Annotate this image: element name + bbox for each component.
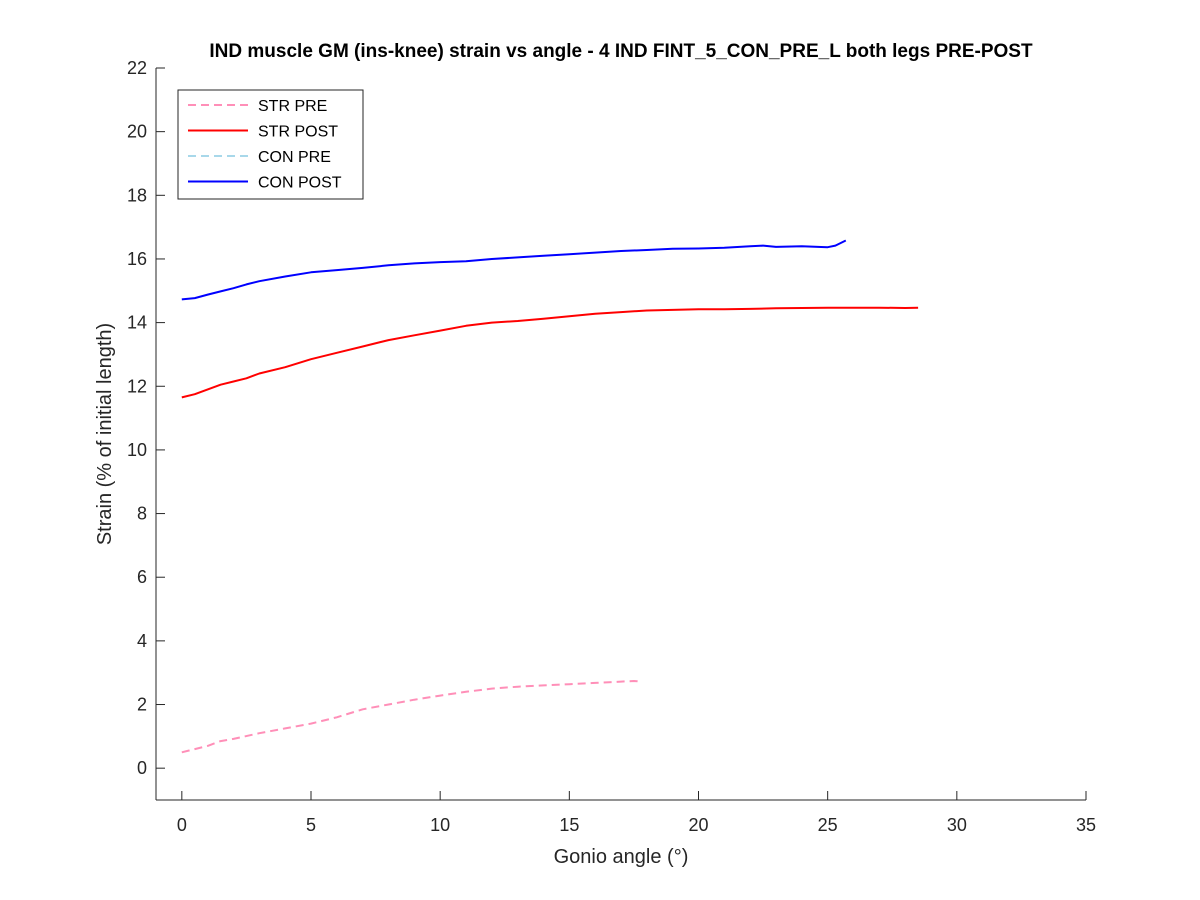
- y-tick-label: 10: [127, 440, 147, 460]
- x-tick-label: 30: [947, 815, 967, 835]
- legend-entry: CON PRE: [258, 149, 331, 166]
- legend-entry: STR PRE: [258, 98, 327, 115]
- y-tick-label: 18: [127, 185, 147, 205]
- x-tick-label: 15: [559, 815, 579, 835]
- y-tick-label: 20: [127, 122, 147, 142]
- y-tick-label: 0: [137, 758, 147, 778]
- x-tick-label: 25: [818, 815, 838, 835]
- series-line-con-post: [181, 239, 847, 301]
- x-axis-label: Gonio angle (°): [554, 846, 689, 868]
- x-tick-label: 35: [1076, 815, 1096, 835]
- legend: STR PRE STR POST CON PRE CON POST: [177, 89, 364, 200]
- x-tick-label: 10: [430, 815, 450, 835]
- x-tick-label: 5: [306, 815, 316, 835]
- y-tick-label: 8: [137, 504, 147, 524]
- y-tick-label: 14: [127, 313, 147, 333]
- x-tick-label: 20: [688, 815, 708, 835]
- y-tick-label: 6: [137, 567, 147, 587]
- series-line-str-pre: [181, 680, 642, 754]
- series-layer: [181, 239, 919, 754]
- y-axis-ticks: 0 2 4 6 8 10 12 14 16 18 20 22: [127, 58, 165, 778]
- chart-title: IND muscle GM (ins-knee) strain vs angle…: [209, 41, 1033, 62]
- series-line-str-post: [181, 306, 919, 399]
- x-tick-label: 0: [177, 815, 187, 835]
- y-tick-label: 4: [137, 631, 147, 651]
- y-tick-label: 12: [127, 376, 147, 396]
- x-axis-ticks: 0 5 10 15 20 25 30 35: [177, 791, 1096, 835]
- y-tick-label: 16: [127, 249, 147, 269]
- y-tick-label: 22: [127, 58, 147, 78]
- y-axis-label: Strain (% of initial length): [94, 323, 116, 545]
- y-tick-label: 2: [137, 695, 147, 715]
- legend-entry: CON POST: [258, 175, 342, 192]
- legend-entry: STR POST: [258, 124, 338, 141]
